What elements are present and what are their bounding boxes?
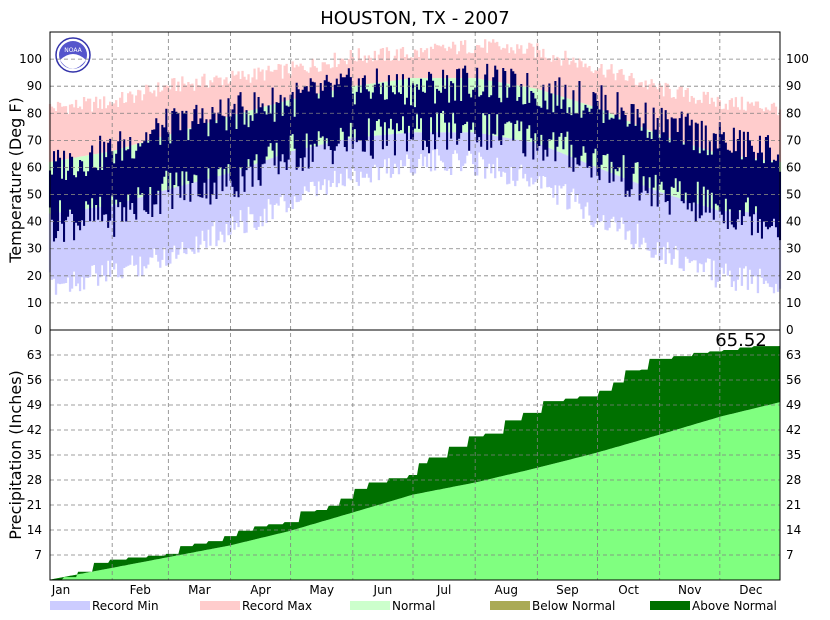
temp-tick-label-right: 40 [786,215,801,229]
precipitation-total-label: 65.52 [715,330,767,351]
precip-tick-label-left: 42 [27,423,42,437]
temp-tick-label-right: 100 [786,52,809,66]
precip-tick-label-left: 21 [27,498,42,512]
legend-swatch [350,601,390,610]
normal-precip-area [50,402,780,580]
temp-tick-label-right: 0 [786,323,794,337]
precip-tick-label-left: 35 [27,448,42,462]
precipitation-axis-label: Precipitation (Inches) [6,370,25,540]
temp-tick-label-left: 40 [27,215,42,229]
precip-tick-label-right: 49 [786,398,801,412]
precip-tick-label-right: 7 [786,548,794,562]
temp-tick-label-left: 60 [27,160,42,174]
month-tick-label: Aug [495,583,518,597]
precip-tick-label-left: 28 [27,473,42,487]
legend-swatch [650,601,690,610]
temp-tick-label-left: 80 [27,106,42,120]
legend-label: Record Min [92,599,159,613]
temp-tick-label-right: 80 [786,106,801,120]
precip-tick-label-right: 14 [786,523,801,537]
temp-tick-label-left: 20 [27,269,42,283]
month-tick-label: Feb [130,583,151,597]
temp-tick-label-left: 100 [19,52,42,66]
legend-label: Below Normal [532,599,615,613]
temp-tick-label-right: 20 [786,269,801,283]
legend-label: Normal [392,599,435,613]
legend-swatch [490,601,530,610]
month-tick-label: Apr [250,583,271,597]
precip-tick-label-right: 63 [786,348,801,362]
month-tick-label: Jan [51,583,71,597]
temp-tick-label-right: 10 [786,296,801,310]
precip-tick-label-right: 42 [786,423,801,437]
temp-tick-label-right: 50 [786,188,801,202]
svg-text:NOAA: NOAA [64,47,82,54]
precip-tick-label-left: 7 [34,548,42,562]
temp-tick-label-left: 0 [34,323,42,337]
month-tick-label: Mar [188,583,211,597]
temp-tick-label-left: 10 [27,296,42,310]
precip-tick-label-left: 56 [27,373,42,387]
temperature-axis-label: Temperature (Deg F) [6,97,25,264]
month-tick-label: Dec [739,583,762,597]
month-tick-label: May [309,583,334,597]
precip-tick-label-left: 63 [27,348,42,362]
legend-swatch [200,601,240,610]
month-tick-label: Oct [618,583,639,597]
month-tick-label: Nov [678,583,701,597]
precip-tick-label-right: 56 [786,373,801,387]
temp-tick-label-right: 70 [786,133,801,147]
month-tick-label: Jun [373,583,393,597]
precip-tick-label-right: 35 [786,448,801,462]
precip-tick-label-right: 28 [786,473,801,487]
legend-label: Record Max [242,599,312,613]
temp-tick-label-right: 90 [786,79,801,93]
temp-tick-label-left: 50 [27,188,42,202]
temp-tick-label-right: 60 [786,160,801,174]
precip-tick-label-left: 14 [27,523,42,537]
temp-tick-label-left: 70 [27,133,42,147]
legend-swatch [50,601,90,610]
temp-tick-label-left: 90 [27,79,42,93]
month-tick-label: Jul [436,583,451,597]
chart-title: HOUSTON, TX - 2007 [320,8,509,29]
precip-tick-label-left: 49 [27,398,42,412]
precip-tick-label-right: 21 [786,498,801,512]
noaa-logo: NOAA [55,37,91,73]
temp-tick-label-left: 30 [27,242,42,256]
plot-frame [49,31,781,581]
month-tick-label: Sep [556,583,579,597]
temp-tick-label-right: 30 [786,242,801,256]
legend-label: Above Normal [692,599,777,613]
